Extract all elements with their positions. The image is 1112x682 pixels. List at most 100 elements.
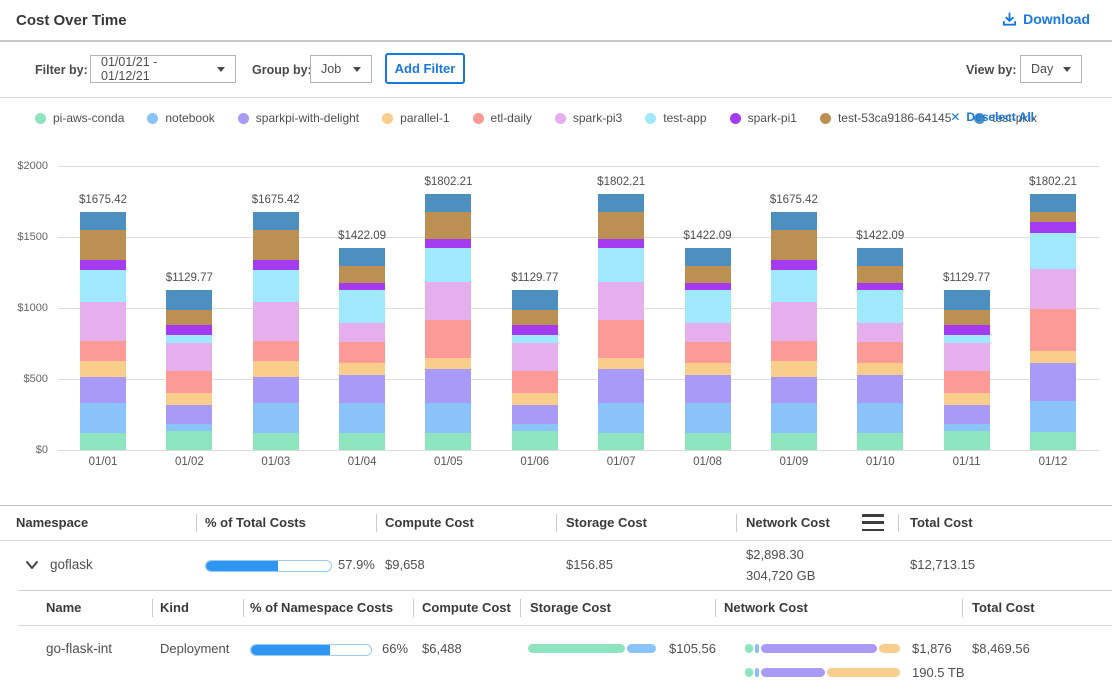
view-by-select[interactable]: Day: [1020, 55, 1082, 83]
bar-segment-pi-aws-conda[interactable]: [685, 433, 731, 450]
bar-segment-spark-pi3[interactable]: [166, 343, 212, 372]
bar-segment-etl-daily[interactable]: [512, 371, 558, 393]
bar-segment-test-pkix[interactable]: [425, 194, 471, 212]
add-filter-button[interactable]: Add Filter: [385, 53, 465, 84]
bar-segment-spark-pi1[interactable]: [771, 260, 817, 270]
namespace-row-goflask[interactable]: goflask 57.9% $9,658 $156.85 $2,898.30 3…: [0, 541, 1112, 590]
chart-bar-01/09[interactable]: [771, 212, 817, 450]
bar-segment-pi-aws-conda[interactable]: [944, 431, 990, 450]
bar-segment-pi-aws-conda[interactable]: [80, 433, 126, 450]
bar-segment-etl-daily[interactable]: [339, 342, 385, 363]
group-by-select[interactable]: Job: [310, 55, 372, 83]
bar-segment-pi-aws-conda[interactable]: [512, 431, 558, 450]
bar-segment-pi-aws-conda[interactable]: [425, 433, 471, 450]
bar-segment-test-53ca9186-64145[interactable]: [512, 310, 558, 324]
bar-segment-parallel-1[interactable]: [512, 393, 558, 405]
bar-segment-test-53ca9186-64145[interactable]: [1030, 212, 1076, 222]
download-button[interactable]: Download: [1002, 11, 1090, 27]
legend-item-test-53ca9186-64145[interactable]: test-53ca9186-64145: [820, 111, 951, 125]
bar-segment-spark-pi3[interactable]: [944, 343, 990, 372]
deselect-all-button[interactable]: ✕ Deselect All: [950, 110, 1034, 124]
bar-segment-parallel-1[interactable]: [857, 363, 903, 375]
legend-item-sparkpi-with-delight[interactable]: sparkpi-with-delight: [238, 111, 359, 125]
bar-segment-spark-pi3[interactable]: [598, 282, 644, 319]
bar-segment-spark-pi1[interactable]: [1030, 222, 1076, 233]
bar-segment-spark-pi3[interactable]: [771, 302, 817, 342]
bar-segment-spark-pi1[interactable]: [166, 325, 212, 335]
bar-segment-test-53ca9186-64145[interactable]: [166, 310, 212, 324]
bar-segment-test-pkix[interactable]: [685, 248, 731, 266]
bar-segment-test-53ca9186-64145[interactable]: [598, 212, 644, 239]
bar-segment-parallel-1[interactable]: [425, 358, 471, 369]
bar-segment-notebook[interactable]: [598, 403, 644, 433]
bar-segment-spark-pi3[interactable]: [339, 323, 385, 342]
bar-segment-sparkpi-with-delight[interactable]: [598, 369, 644, 403]
bar-segment-test-app[interactable]: [685, 290, 731, 323]
bar-segment-etl-daily[interactable]: [771, 341, 817, 361]
bar-segment-test-pkix[interactable]: [512, 290, 558, 311]
bar-segment-notebook[interactable]: [339, 403, 385, 433]
bar-segment-notebook[interactable]: [944, 424, 990, 431]
bar-segment-sparkpi-with-delight[interactable]: [253, 377, 299, 404]
bar-segment-spark-pi1[interactable]: [80, 260, 126, 270]
bar-segment-parallel-1[interactable]: [339, 363, 385, 375]
bar-segment-test-pkix[interactable]: [166, 290, 212, 311]
legend-item-etl-daily[interactable]: etl-daily: [473, 111, 532, 125]
bar-segment-test-pkix[interactable]: [857, 248, 903, 266]
bar-segment-test-pkix[interactable]: [1030, 194, 1076, 212]
bar-segment-pi-aws-conda[interactable]: [166, 431, 212, 450]
chart-bar-01/06[interactable]: [512, 290, 558, 450]
bar-segment-sparkpi-with-delight[interactable]: [1030, 363, 1076, 402]
bar-segment-spark-pi1[interactable]: [253, 260, 299, 270]
bar-segment-test-app[interactable]: [253, 270, 299, 302]
legend-item-spark-pi1[interactable]: spark-pi1: [730, 111, 797, 125]
bar-segment-notebook[interactable]: [685, 403, 731, 433]
menu-icon[interactable]: [862, 514, 884, 531]
legend-item-parallel-1[interactable]: parallel-1: [382, 111, 449, 125]
bar-segment-notebook[interactable]: [512, 424, 558, 431]
legend-item-pi-aws-conda[interactable]: pi-aws-conda: [35, 111, 124, 125]
bar-segment-spark-pi1[interactable]: [512, 325, 558, 335]
bar-segment-parallel-1[interactable]: [685, 363, 731, 375]
bar-segment-spark-pi1[interactable]: [944, 325, 990, 335]
bar-segment-sparkpi-with-delight[interactable]: [512, 405, 558, 424]
bar-segment-notebook[interactable]: [253, 403, 299, 432]
bar-segment-pi-aws-conda[interactable]: [598, 433, 644, 450]
bar-segment-test-pkix[interactable]: [944, 290, 990, 311]
bar-segment-test-pkix[interactable]: [339, 248, 385, 266]
bar-segment-parallel-1[interactable]: [598, 358, 644, 369]
bar-segment-sparkpi-with-delight[interactable]: [857, 375, 903, 403]
bar-segment-spark-pi1[interactable]: [598, 239, 644, 248]
bar-segment-spark-pi3[interactable]: [857, 323, 903, 342]
chart-bar-01/08[interactable]: [685, 248, 731, 450]
bar-segment-test-53ca9186-64145[interactable]: [857, 266, 903, 282]
bar-segment-etl-daily[interactable]: [944, 371, 990, 393]
bar-segment-test-53ca9186-64145[interactable]: [425, 212, 471, 239]
bar-segment-etl-daily[interactable]: [1030, 309, 1076, 351]
bar-segment-etl-daily[interactable]: [80, 341, 126, 361]
bar-segment-test-app[interactable]: [512, 335, 558, 343]
bar-segment-test-53ca9186-64145[interactable]: [253, 230, 299, 260]
bar-segment-spark-pi3[interactable]: [253, 302, 299, 342]
bar-segment-notebook[interactable]: [771, 403, 817, 432]
chart-bar-01/07[interactable]: [598, 194, 644, 450]
bar-segment-notebook[interactable]: [80, 403, 126, 432]
bar-segment-test-app[interactable]: [944, 335, 990, 343]
bar-segment-spark-pi1[interactable]: [685, 283, 731, 291]
bar-segment-spark-pi1[interactable]: [857, 283, 903, 291]
chevron-down-icon[interactable]: [25, 559, 39, 571]
chart-bar-01/01[interactable]: [80, 212, 126, 450]
bar-segment-test-app[interactable]: [598, 248, 644, 283]
chart-bar-01/10[interactable]: [857, 248, 903, 450]
bar-segment-spark-pi3[interactable]: [425, 282, 471, 319]
bar-segment-test-pkix[interactable]: [80, 212, 126, 230]
chart-bar-01/05[interactable]: [425, 194, 471, 450]
bar-segment-parallel-1[interactable]: [253, 361, 299, 377]
bar-segment-sparkpi-with-delight[interactable]: [166, 405, 212, 424]
bar-segment-test-app[interactable]: [166, 335, 212, 343]
bar-segment-spark-pi3[interactable]: [1030, 269, 1076, 309]
bar-segment-sparkpi-with-delight[interactable]: [339, 375, 385, 403]
bar-segment-parallel-1[interactable]: [771, 361, 817, 377]
bar-segment-spark-pi3[interactable]: [80, 302, 126, 342]
bar-segment-sparkpi-with-delight[interactable]: [771, 377, 817, 404]
